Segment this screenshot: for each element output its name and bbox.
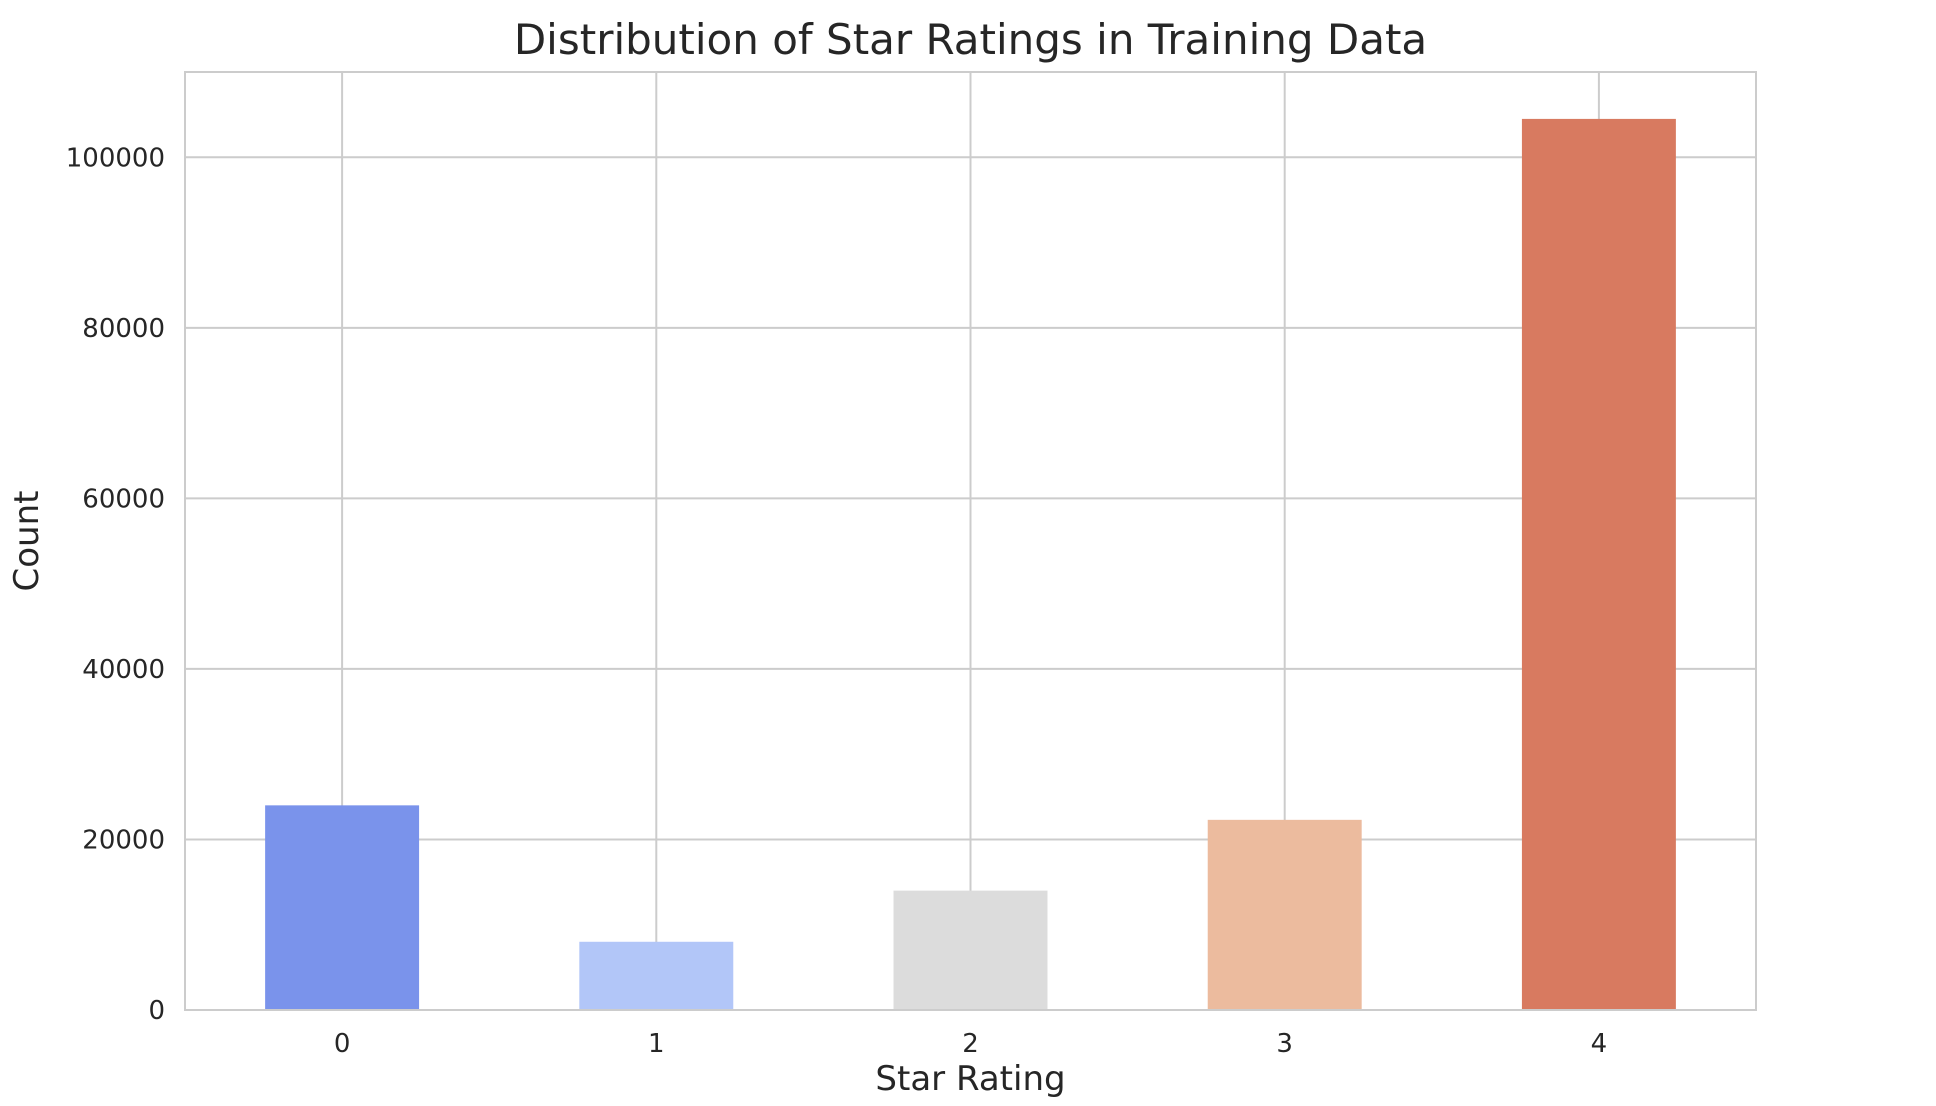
y-tick-label: 80000 <box>82 314 165 344</box>
y-tick-label: 0 <box>148 996 165 1026</box>
y-tick-label: 60000 <box>82 484 165 514</box>
grid <box>185 72 1756 1011</box>
bar-rating-1 <box>579 941 734 1010</box>
y-tick-label: 100000 <box>66 143 165 173</box>
bar-rating-4 <box>1521 118 1676 1010</box>
plot-frame <box>184 71 1757 1011</box>
y-tick-labels: 0 20000 40000 60000 80000 100000 <box>66 143 165 1026</box>
bar-rating-0 <box>265 805 420 1010</box>
bars <box>265 118 1676 1010</box>
x-tick-label: 2 <box>962 1029 979 1059</box>
y-tick-label: 20000 <box>82 825 165 855</box>
y-axis-label: Count <box>7 491 47 592</box>
x-tick-label: 0 <box>334 1029 351 1059</box>
x-axis-label: Star Rating <box>875 1059 1065 1099</box>
x-tick-labels: 0 1 2 3 4 <box>334 1029 1607 1059</box>
x-tick-label: 4 <box>1591 1029 1608 1059</box>
x-tick-label: 3 <box>1276 1029 1293 1059</box>
chart-title: Distribution of Star Ratings in Training… <box>514 15 1427 64</box>
bar-rating-3 <box>1207 819 1362 1010</box>
y-tick-label: 40000 <box>82 655 165 685</box>
bar-rating-2 <box>893 890 1048 1010</box>
x-tick-label: 1 <box>648 1029 665 1059</box>
